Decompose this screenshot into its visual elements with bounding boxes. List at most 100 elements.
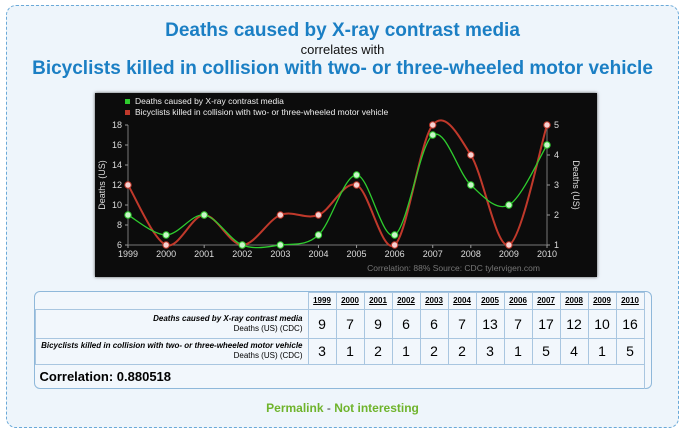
data-point — [429, 121, 437, 129]
table-year-header: 2006 — [503, 292, 533, 310]
right-tick-label: 2 — [554, 210, 559, 220]
data-point — [467, 151, 475, 159]
data-table-panel: 1999 2000 2001 2002 2003 2004 2005 2006 2007 2008… — [34, 291, 652, 389]
legend-swatch — [125, 110, 130, 115]
table-year-header: 2009 — [587, 292, 617, 310]
left-tick-label: 16 — [112, 140, 122, 150]
table-cell: 7 — [335, 308, 365, 339]
data-point — [505, 241, 513, 249]
chart-title-secondary: Bicyclists killed in collision with two-… — [32, 58, 653, 79]
data-point — [390, 241, 399, 249]
table-cell: 3 — [307, 337, 337, 365]
footer-links: Permalink - Not interesting — [0, 401, 685, 415]
table-cell: 1 — [391, 337, 421, 365]
table-cell: 12 — [559, 308, 589, 339]
data-point — [238, 241, 246, 249]
chart-footer: Correlation: 88% Source: CDC tylervigen.… — [367, 263, 540, 273]
x-tick-label: 2010 — [537, 249, 557, 259]
data-point — [543, 141, 551, 149]
row-label-cell: Bicyclists killed in collision with two-… — [35, 337, 309, 365]
data-point — [124, 211, 132, 219]
table-cell: 6 — [419, 308, 449, 339]
row-label-cell: Deaths caused by X-ray contrast media De… — [35, 308, 309, 339]
left-tick-label: 8 — [117, 220, 122, 230]
row-sublabel: Deaths (US) (CDC) — [233, 351, 303, 360]
table-cell: 1 — [335, 337, 365, 365]
left-tick-label: 6 — [117, 240, 122, 250]
table-cell: 2 — [363, 337, 393, 365]
table-cell: 17 — [531, 308, 561, 339]
table-cell: 3 — [475, 337, 505, 365]
table-year-header: 2005 — [475, 292, 505, 310]
table-cell: 7 — [447, 308, 477, 339]
x-tick-label: 2004 — [308, 249, 328, 259]
legend-swatch — [125, 99, 130, 104]
table-cell: 2 — [447, 337, 477, 365]
data-point — [276, 211, 285, 219]
table-year-header: 2010 — [615, 292, 645, 310]
data-point — [276, 241, 285, 249]
data-point — [390, 231, 399, 239]
x-tick-label: 2003 — [270, 249, 290, 259]
data-point — [429, 131, 437, 139]
chart-panel: 6 8 10 12 14 16 18 1 2 3 4 5 1999 2000 2001 2002 2003 200… — [95, 93, 597, 277]
left-tick-label: 18 — [112, 120, 122, 130]
table-cell: 4 — [559, 337, 589, 365]
left-tick-label: 12 — [112, 180, 122, 190]
table-cell: 6 — [391, 308, 421, 339]
data-point — [352, 181, 361, 189]
left-tick-label: 10 — [112, 200, 122, 210]
table-row: Deaths caused by X-ray contrast media De… — [35, 308, 645, 339]
right-tick-label: 5 — [554, 120, 559, 130]
x-tick-label: 2002 — [232, 249, 252, 259]
correlation-row: Correlation: 0.880518 — [35, 363, 645, 389]
table-cell: 5 — [531, 337, 561, 365]
data-point — [124, 181, 132, 189]
permalink-link[interactable]: Permalink — [266, 401, 324, 415]
data-point — [352, 171, 361, 179]
correlates-with-label: correlates with — [300, 42, 385, 57]
table-header-row: 1999 2000 2001 2002 2003 2004 2005 2006 2007 2008… — [35, 292, 645, 310]
not-interesting-link[interactable]: Not interesting — [334, 401, 419, 415]
table-cell: 10 — [587, 308, 617, 339]
table-year-header: 2001 — [363, 292, 393, 310]
legend-label: Bicyclists killed in collision with two-… — [135, 107, 388, 117]
chart-title-primary: Deaths caused by X-ray contrast media — [165, 20, 520, 41]
table-cell: 5 — [615, 337, 645, 365]
series-line-bicyclists — [127, 119, 548, 247]
table-year-header: 2004 — [447, 292, 477, 310]
table-year-header: 2002 — [391, 292, 421, 310]
x-tick-label: 2008 — [461, 249, 481, 259]
right-tick-label: 3 — [554, 180, 559, 190]
right-tick-label: 4 — [554, 150, 559, 160]
x-tick-label: 2006 — [385, 249, 405, 259]
table-cell: 9 — [363, 308, 393, 339]
table-corner-cell — [35, 292, 309, 310]
x-tick-label: 2009 — [499, 249, 519, 259]
data-point — [467, 181, 475, 189]
y-axis-label-right: Deaths (US) — [571, 160, 581, 210]
table-row: Bicyclists killed in collision with two-… — [35, 337, 645, 365]
x-tick-label: 2005 — [347, 249, 367, 259]
data-point — [162, 241, 170, 249]
data-point — [543, 121, 551, 129]
data-point — [162, 231, 170, 239]
x-tick-label: 2007 — [423, 249, 443, 259]
correlation-value: Correlation: 0.880518 — [35, 363, 645, 389]
right-tick-label: 1 — [554, 240, 559, 250]
row-label: Bicyclists killed in collision with two-… — [41, 341, 303, 350]
legend-label: Deaths caused by X-ray contrast media — [135, 96, 284, 106]
data-point — [505, 201, 513, 209]
data-point — [314, 211, 323, 219]
x-tick-label: 2001 — [194, 249, 214, 259]
table-cell: 7 — [503, 308, 533, 339]
data-point — [200, 211, 208, 219]
table-year-header: 1999 — [307, 292, 337, 310]
table-cell: 1 — [503, 337, 533, 365]
row-label: Deaths caused by X-ray contrast media — [153, 313, 303, 323]
table-year-header: 2003 — [419, 292, 449, 310]
table-cell: 1 — [587, 337, 617, 365]
data-table: 1999 2000 2001 2002 2003 2004 2005 2006 2007 2008… — [35, 292, 645, 389]
y-axis-label-left: Deaths (US) — [97, 160, 107, 210]
